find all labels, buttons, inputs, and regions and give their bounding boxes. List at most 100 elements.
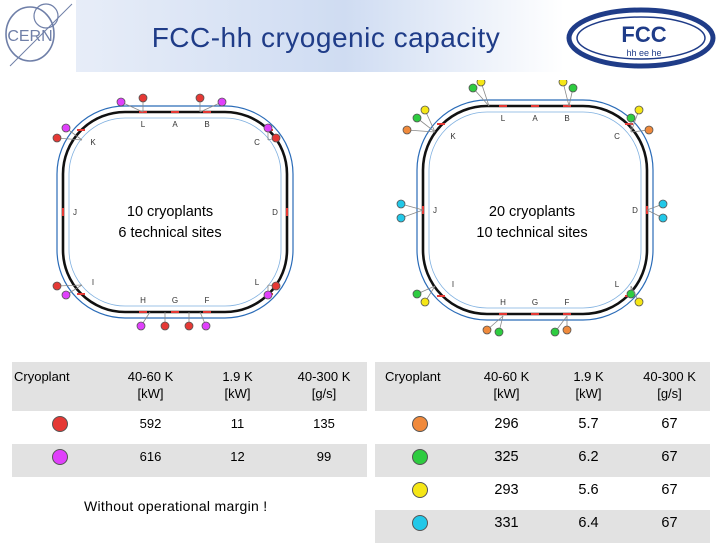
cryoplant-dot [634, 297, 644, 307]
site-label: B [204, 120, 209, 129]
left-ring-caption-line2: 6 technical sites [118, 225, 222, 241]
site-label: C [254, 138, 260, 147]
cryoplant-dot [468, 83, 478, 93]
cyan-cryoplant-dot [412, 515, 428, 531]
cryoplant-dot [420, 297, 430, 307]
table-row: 616 12 99 [12, 444, 367, 477]
cern-logo: CERN [5, 3, 73, 67]
fcc-logo-text: FCC [621, 22, 666, 47]
site-label: I [452, 280, 454, 289]
cryoplant-dot-cell [375, 510, 465, 543]
title-band [76, 0, 564, 72]
fcc-logo: FCC hh ee he [566, 7, 716, 69]
header-1-9k: 1.9 K [kW] [548, 362, 629, 411]
site-label: B [564, 114, 569, 123]
table-cell: 6.4 [548, 510, 629, 543]
site-label: I [92, 278, 94, 287]
table-row: 331 6.4 67 [375, 510, 710, 543]
site-label: H [500, 298, 506, 307]
cryoplant-dot [420, 105, 430, 115]
cryoplant-dot [476, 80, 486, 87]
cryoplant-dot [658, 199, 668, 209]
table-row: 325 6.2 67 [375, 444, 710, 477]
table-cell: 296 [465, 411, 548, 444]
cryoplant-dot [61, 123, 71, 133]
site-label: H [140, 296, 146, 305]
table-row: 296 5.7 67 [375, 411, 710, 444]
cryoplant-dot [494, 327, 504, 337]
left-capacity-table: Cryoplant 40-60 K [kW] 1.9 K [kW] 40-300… [12, 362, 367, 477]
cryoplant-dot [52, 281, 62, 291]
site-label: J [433, 206, 437, 215]
cryoplant-dot [482, 325, 492, 335]
table-cell: 592 [107, 411, 194, 444]
table-cell: 6.2 [548, 444, 629, 477]
header-cryoplant: Cryoplant [375, 362, 465, 411]
table-cell: 67 [629, 444, 710, 477]
slide-title: FCC-hh cryogenic capacity [151, 22, 501, 53]
table-cell: 12 [194, 444, 281, 477]
header-cryoplant: Cryoplant [12, 362, 107, 411]
cryoplant-dot-cell [12, 411, 107, 444]
site-label: L [615, 280, 620, 289]
site-label: A [532, 114, 538, 123]
table-cell: 135 [281, 411, 367, 444]
inner-beam-line [428, 111, 642, 309]
site-label: A [172, 120, 178, 129]
cryoplant-dot [626, 113, 636, 123]
cryoplant-dot [402, 125, 412, 135]
header-40-60k: 40-60 K [kW] [465, 362, 548, 411]
site-label: K [90, 138, 96, 147]
cryoplant-dot [195, 93, 205, 103]
cryoplant-dot [271, 281, 281, 291]
site-label: G [172, 296, 178, 305]
margin-note: Without operational margin ! [84, 498, 268, 514]
header-40-300k: 40-300 K [g/s] [629, 362, 710, 411]
right-ring-caption: 20 cryoplants 10 technical sites [457, 202, 607, 244]
cryoplant-dot [263, 123, 273, 133]
cryoplant-dot [61, 290, 71, 300]
cryoplant-dot [396, 213, 406, 223]
table-cell: 331 [465, 510, 548, 543]
table-header-row: Cryoplant 40-60 K [kW] 1.9 K [kW] 40-300… [12, 362, 367, 411]
cryoplant-dot [263, 290, 273, 300]
cryoplant-dot-cell [375, 411, 465, 444]
cryoplant-dot [116, 97, 126, 107]
cryoplant-dot [138, 93, 148, 103]
cryoplant-dot [412, 289, 422, 299]
table-row: 592 11 135 [12, 411, 367, 444]
beam-line [416, 99, 654, 321]
site-label: D [632, 206, 638, 215]
magenta-cryoplant-dot [51, 449, 68, 465]
cryoplant-dot [396, 199, 406, 209]
table-cell: 616 [107, 444, 194, 477]
right-capacity-table: Cryoplant 40-60 K [kW] 1.9 K [kW] 40-300… [375, 362, 710, 543]
table-cell: 11 [194, 411, 281, 444]
cryoplant-connector [406, 129, 436, 133]
table-cell: 99 [281, 444, 367, 477]
cryoplant-dot [562, 325, 572, 335]
cryoplant-dot [550, 327, 560, 337]
beam-line [56, 105, 294, 319]
left-ring-caption-line1: 10 cryoplants [126, 204, 214, 220]
site-label: L [255, 278, 260, 287]
site-label: F [205, 296, 210, 305]
green-cryoplant-dot [412, 449, 428, 465]
cryoplant-dot [136, 321, 146, 331]
table-cell: 5.7 [548, 411, 629, 444]
header-1-9k: 1.9 K [kW] [194, 362, 281, 411]
cryoplant-dot [558, 80, 568, 87]
site-label: L [501, 114, 506, 123]
site-label: C [614, 132, 620, 141]
table-cell: 67 [629, 411, 710, 444]
site-label: F [565, 298, 570, 307]
left-ring-caption: 10 cryoplants 6 technical sites [95, 202, 245, 244]
table-cell: 67 [629, 477, 710, 510]
site-label: J [73, 208, 77, 217]
cryoplant-dot [412, 113, 422, 123]
cryoplant-dot [52, 133, 62, 143]
orange-cryoplant-dot [412, 416, 428, 432]
inner-beam-line [68, 117, 282, 307]
right-ring-caption-line2: 10 technical sites [476, 225, 588, 241]
header-40-60k: 40-60 K [kW] [107, 362, 194, 411]
